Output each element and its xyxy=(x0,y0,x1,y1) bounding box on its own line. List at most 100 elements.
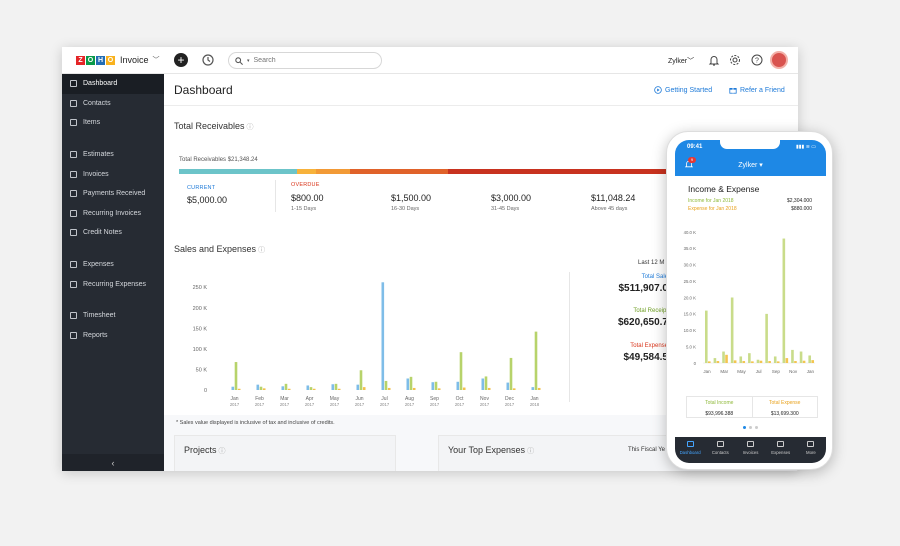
chart-bar[interactable] xyxy=(281,386,285,390)
page-dot[interactable] xyxy=(749,426,752,429)
chart-bar[interactable] xyxy=(387,387,391,390)
chart-bar[interactable] xyxy=(362,387,366,390)
chart-bar[interactable] xyxy=(534,331,538,390)
phone-tab-dashboard[interactable]: Dashboard xyxy=(675,437,705,463)
chart-bar[interactable] xyxy=(312,388,316,390)
expense-bar[interactable] xyxy=(733,360,737,363)
info-icon[interactable]: ⓘ xyxy=(527,448,535,455)
sidebar-item-credit-notes[interactable]: Credit Notes xyxy=(62,223,164,243)
chart-bar[interactable] xyxy=(309,387,313,390)
sidebar-item-invoices[interactable]: Invoices xyxy=(62,164,164,184)
chart-bar[interactable] xyxy=(359,370,363,390)
chart-bar[interactable] xyxy=(481,378,485,390)
chart-bar[interactable] xyxy=(456,381,460,390)
sidebar-item-contacts[interactable]: Contacts xyxy=(62,94,164,114)
overdue-bucket[interactable]: $800.00 1-15 Days xyxy=(291,193,324,212)
income-bar[interactable] xyxy=(765,313,768,363)
chart-bar[interactable] xyxy=(334,383,338,390)
chart-bar[interactable] xyxy=(331,384,335,390)
phone-tab-invoices[interactable]: Invoices xyxy=(735,437,765,463)
info-icon[interactable]: ⓘ xyxy=(258,247,266,254)
chart-bar[interactable] xyxy=(487,387,491,390)
chart-bar[interactable] xyxy=(306,385,310,390)
income-bar[interactable] xyxy=(748,353,751,363)
search-scope-caret-icon[interactable]: ▾ xyxy=(247,57,250,64)
sidebar-item-estimates[interactable]: Estimates xyxy=(62,145,164,165)
receivables-segment[interactable] xyxy=(179,169,297,174)
chart-bar[interactable] xyxy=(512,388,516,390)
chart-bar[interactable] xyxy=(434,381,438,390)
phone-tab-more[interactable]: More xyxy=(796,437,826,463)
receivables-segment[interactable] xyxy=(316,169,351,174)
help-icon[interactable]: ? xyxy=(751,54,763,66)
current-metric[interactable]: CURRENT $5,000.00 xyxy=(187,185,227,205)
receivables-bar[interactable] xyxy=(179,169,669,174)
overdue-bucket[interactable]: $3,000.00 31-45 Days xyxy=(491,193,531,212)
income-bar[interactable] xyxy=(722,351,725,363)
chart-bar[interactable] xyxy=(431,382,435,390)
chart-bar[interactable] xyxy=(356,384,360,390)
chart-bar[interactable] xyxy=(459,352,463,390)
bell-icon[interactable] xyxy=(708,54,720,66)
phone-tab-expenses[interactable]: Expenses xyxy=(766,437,796,463)
chart-bar[interactable] xyxy=(256,384,260,390)
getting-started-link[interactable]: Getting Started xyxy=(654,86,712,94)
chart-bar[interactable] xyxy=(537,387,541,390)
income-bar[interactable] xyxy=(782,238,786,363)
search-box[interactable]: ▾ xyxy=(228,52,382,69)
chart-bar[interactable] xyxy=(231,386,235,390)
chart-bar[interactable] xyxy=(259,386,263,390)
quick-create-button[interactable]: + xyxy=(174,53,188,67)
expense-bar[interactable] xyxy=(751,361,754,363)
expense-bar[interactable] xyxy=(768,361,771,363)
chart-bar[interactable] xyxy=(437,388,441,390)
phone-tab-contacts[interactable]: Contacts xyxy=(705,437,735,463)
expense-bar[interactable] xyxy=(811,360,814,363)
expense-bar[interactable] xyxy=(776,361,780,363)
expense-bar[interactable] xyxy=(725,354,728,363)
chart-bar[interactable] xyxy=(381,282,385,390)
page-dot[interactable] xyxy=(755,426,758,429)
chart-bar[interactable] xyxy=(262,388,266,390)
expense-bar[interactable] xyxy=(759,360,763,363)
page-dot[interactable] xyxy=(743,426,746,429)
chart-bar[interactable] xyxy=(237,388,241,390)
income-bar[interactable] xyxy=(713,358,717,363)
expense-bar[interactable] xyxy=(742,361,746,363)
receivables-segment[interactable] xyxy=(350,169,449,174)
sidebar-item-reports[interactable]: Reports xyxy=(62,326,164,346)
expense-bar[interactable] xyxy=(794,361,797,363)
collapse-sidebar-button[interactable]: ‹ xyxy=(62,454,164,471)
phone-org-selector[interactable]: Zylker ▾ xyxy=(738,162,763,169)
expense-bar[interactable] xyxy=(708,361,711,363)
fiscal-year-selector[interactable]: This Fiscal Ye xyxy=(628,447,666,453)
chart-bar[interactable] xyxy=(284,383,288,390)
sidebar-item-recurring-invoices[interactable]: Recurring Invoices xyxy=(62,204,164,224)
chart-bar[interactable] xyxy=(509,357,513,390)
income-bar[interactable] xyxy=(799,351,803,363)
sidebar-item-payments-received[interactable]: Payments Received xyxy=(62,184,164,204)
chart-bar[interactable] xyxy=(484,376,488,390)
info-icon[interactable]: ⓘ xyxy=(218,448,226,455)
period-selector[interactable]: Last 12 M xyxy=(638,260,665,266)
expense-bar[interactable] xyxy=(716,361,720,363)
chart-bar[interactable] xyxy=(462,387,466,390)
income-bar[interactable] xyxy=(705,310,708,363)
income-bar[interactable] xyxy=(730,297,734,364)
expense-bar[interactable] xyxy=(785,358,789,363)
income-bar[interactable] xyxy=(739,356,743,363)
sidebar-item-dashboard[interactable]: Dashboard xyxy=(62,74,164,94)
chart-bar[interactable] xyxy=(506,382,510,390)
chart-bar[interactable] xyxy=(234,362,238,390)
gear-icon[interactable] xyxy=(729,54,741,66)
income-bar[interactable] xyxy=(791,349,794,363)
overdue-bucket[interactable]: $1,500.00 16-30 Days xyxy=(391,193,431,212)
chart-bar[interactable] xyxy=(409,376,413,390)
chart-bar[interactable] xyxy=(337,388,341,390)
overdue-bucket[interactable]: $11,048.24 Above 45 days xyxy=(591,193,635,212)
chart-bar[interactable] xyxy=(406,378,410,390)
receivables-segment[interactable] xyxy=(296,169,317,174)
income-bar[interactable] xyxy=(808,355,811,363)
sidebar-item-timesheet[interactable]: Timesheet xyxy=(62,306,164,326)
